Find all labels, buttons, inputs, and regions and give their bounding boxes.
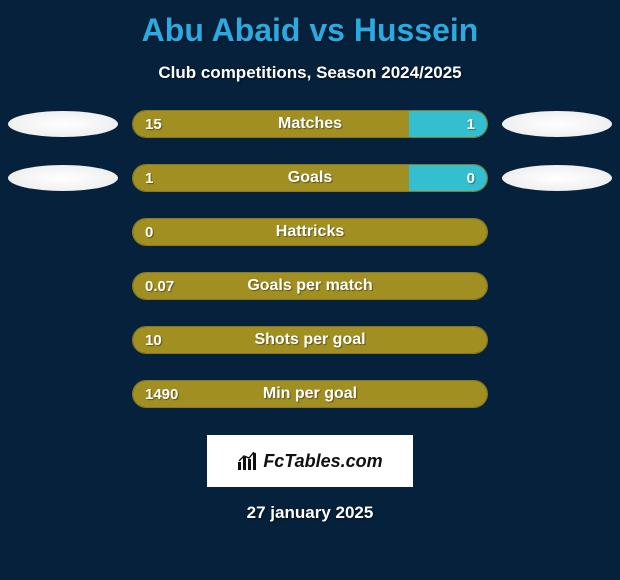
stat-value-left: 0 xyxy=(133,224,153,241)
stat-label: Hattricks xyxy=(276,223,344,241)
stat-row: 15 1 Matches xyxy=(8,111,612,137)
logo-box: FcTables.com xyxy=(207,435,413,487)
bar-chart-icon xyxy=(237,452,259,470)
stat-bar: 1 0 Goals xyxy=(132,164,488,192)
stat-label: Min per goal xyxy=(263,385,357,403)
page-title: Abu Abaid vs Hussein xyxy=(0,0,620,49)
stat-value-left: 10 xyxy=(133,332,162,349)
stat-bar: 0.07 Goals per match xyxy=(132,272,488,300)
stat-value-left: 1490 xyxy=(133,386,178,403)
stat-row: 0.07 Goals per match xyxy=(8,273,612,299)
stat-bar-right: 1 xyxy=(409,111,487,137)
player-right-oval xyxy=(502,111,612,137)
stat-row: 10 Shots per goal xyxy=(8,327,612,353)
stat-value-right: 0 xyxy=(467,170,487,187)
stat-row: 1490 Min per goal xyxy=(8,381,612,407)
stat-label: Goals per match xyxy=(247,277,372,295)
stat-bar-left: 1 xyxy=(133,165,409,191)
logo-text: FcTables.com xyxy=(263,451,382,472)
stat-bar: 1490 Min per goal xyxy=(132,380,488,408)
stat-bar: 10 Shots per goal xyxy=(132,326,488,354)
player-left-oval xyxy=(8,165,118,191)
stat-label: Goals xyxy=(288,169,332,187)
stats-container: 151Matches10Goals0Hattricks0.07Goals per… xyxy=(0,111,620,407)
stat-bar-right: 0 xyxy=(409,165,487,191)
player-left-oval xyxy=(8,111,118,137)
page-subtitle: Club competitions, Season 2024/2025 xyxy=(0,63,620,83)
player-right-oval xyxy=(502,165,612,191)
stat-value-left: 0.07 xyxy=(133,278,174,295)
stat-value-left: 1 xyxy=(133,170,153,187)
stat-bar: 0 Hattricks xyxy=(132,218,488,246)
stat-label: Matches xyxy=(278,115,342,133)
stat-value-left: 15 xyxy=(133,116,162,133)
stat-value-right: 1 xyxy=(467,116,487,133)
stat-bar-left: 15 xyxy=(133,111,409,137)
stat-label: Shots per goal xyxy=(254,331,365,349)
stat-row: 0 Hattricks xyxy=(8,219,612,245)
logo: FcTables.com xyxy=(237,451,382,472)
stat-row: 1 0 Goals xyxy=(8,165,612,191)
stat-bar: 15 1 Matches xyxy=(132,110,488,138)
footer-date: 27 january 2025 xyxy=(0,503,620,523)
